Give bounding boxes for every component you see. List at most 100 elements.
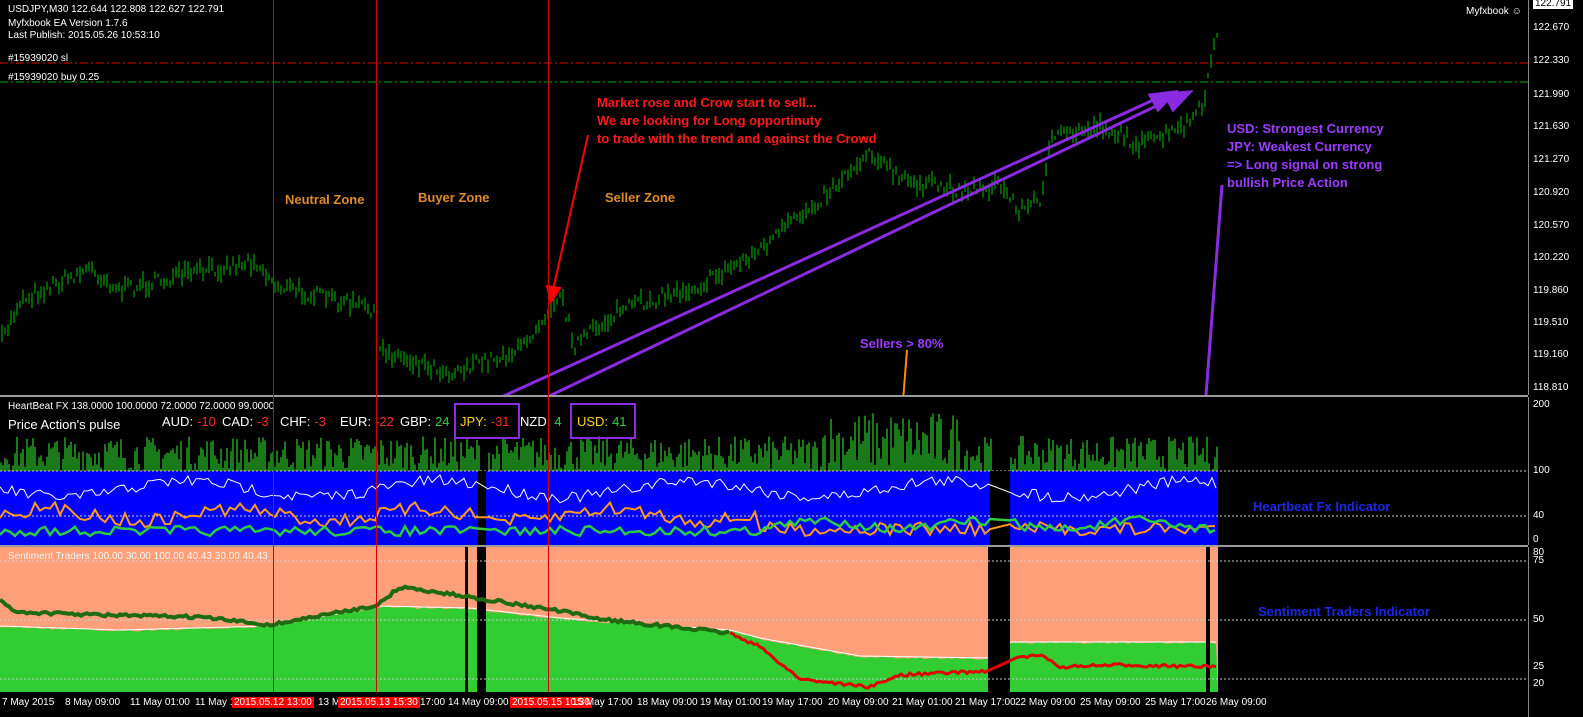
currency-value: -31 (490, 414, 510, 429)
time-tick: 25 May 09:00 (1080, 697, 1141, 708)
price-scale[interactable]: 122.791 122.670 122.330 121.990 121.630 121.2… (1528, 0, 1583, 395)
order-sl-label: #15939020 sl (8, 53, 69, 64)
time-marker-label: 2015.05.15 10:30 (510, 697, 592, 708)
usd-note: USD: Strongest Currency JPY: Weakest Cur… (1227, 121, 1384, 190)
currency-value: -3 (257, 414, 269, 429)
seller-zone-label: Seller Zone (605, 190, 676, 205)
price-tick: 120.920 (1533, 187, 1570, 198)
time-axis[interactable]: 7 May 2015 8 May 09:00 11 May 01:00 11 May … (0, 692, 1528, 717)
ea-version: Myfxbook EA Version 1.7.6 (8, 18, 128, 29)
sentiment-tick: 80 (1533, 547, 1545, 558)
time-tick: 21 May 01:00 (892, 697, 953, 708)
jpy-highlight-box (454, 403, 520, 439)
heartbeat-orange-line (0, 500, 1215, 538)
price-candles (1, 32, 1218, 383)
heartbeat-title: HeartBeat FX 138.0000 100.0000 72.0000 7… (8, 401, 275, 412)
brand-label: Myfxbook ☺ (1466, 6, 1522, 17)
heartbeat-green-bars (0, 413, 1218, 471)
price-chart-pane[interactable]: USDJPY,M30 122.644 122.808 122.627 122.7… (0, 0, 1528, 395)
time-tick: 17:00 (420, 697, 446, 708)
currency-name: EUR: (340, 414, 372, 429)
zone-line-1 (273, 0, 274, 692)
heartbeat-tick: 40 (1533, 510, 1545, 521)
price-tick: 120.220 (1533, 252, 1570, 263)
last-publish: Last Publish: 2015.05.26 10:53:10 (8, 30, 160, 41)
neutral-zone-label: Neutral Zone (285, 192, 365, 207)
currency-value: -22 (375, 414, 394, 429)
sentiment-indicator-label: Sentiment Traders Indicator (1258, 604, 1430, 619)
currency-name: AUD: (162, 414, 194, 429)
buyer-zone-label: Buyer Zone (418, 190, 490, 205)
heartbeat-indicator-pane[interactable]: HeartBeat FX 138.0000 100.0000 72.0000 7… (0, 397, 1528, 545)
sentiment-tick: 50 (1533, 614, 1545, 625)
price-tick: 119.510 (1533, 317, 1569, 328)
price-tick: 118.810 (1533, 382, 1569, 393)
currency-name: GBP: (400, 414, 432, 429)
pane-separator[interactable] (0, 545, 1528, 547)
time-tick: 7 May 2015 (2, 697, 55, 708)
time-tick: 26 May 09:00 (1206, 697, 1267, 708)
currency-name: CAD: (222, 414, 254, 429)
price-tick: 121.630 (1533, 121, 1570, 132)
heartbeat-svg (0, 413, 1528, 545)
time-tick: 11 May 01:00 (130, 697, 190, 708)
heartbeat-green-line (0, 514, 1216, 538)
zone-line-2 (376, 0, 377, 692)
currency-value: 41 (612, 414, 627, 429)
currency-chf: CHF: -3 (280, 414, 326, 429)
order-buy-label: #15939020 buy 0.25 (8, 72, 100, 83)
time-tick: 20 May 09:00 (828, 697, 889, 708)
pane-separator[interactable] (0, 395, 1528, 397)
heartbeat-white-line (0, 474, 1217, 504)
heartbeat-indicator-label: Heartbeat Fx Indicator (1253, 499, 1391, 514)
heartbeat-gap (478, 471, 486, 545)
heartbeat-tick: 0 (1533, 534, 1539, 545)
heartbeat-tick: 100 (1533, 465, 1550, 476)
currency-eur: EUR: -22 (340, 414, 394, 429)
currency-value: -10 (197, 414, 216, 429)
sentiment-indicator-pane[interactable]: Sentiment Traders 100.00 30.00 100.00 40… (0, 547, 1528, 692)
purple-trend-arrows (502, 90, 1224, 395)
price-tick: 122.670 (1533, 22, 1570, 33)
currency-cad: CAD: -3 (222, 414, 269, 429)
time-tick: 15 May 17:00 (572, 697, 633, 708)
sentiment-title: Sentiment Traders 100.00 30.00 100.00 40… (8, 551, 268, 562)
currency-nzd: NZD: 4 (520, 414, 562, 429)
sentiment-red-line (729, 631, 1217, 690)
time-tick: 8 May 09:00 (65, 697, 121, 708)
sentiment-buyers-area (0, 606, 1218, 692)
current-price-tag: 122.791 (1533, 0, 1574, 9)
sentiment-dark-green-line (0, 584, 730, 636)
currency-name: USD: (577, 414, 609, 429)
time-tick: 13 M (318, 697, 341, 708)
price-tick: 121.270 (1533, 154, 1570, 165)
price-tick: 119.860 (1533, 285, 1569, 296)
time-tick: 22 May 09:00 (1015, 697, 1076, 708)
sentiment-tick: 20 (1533, 678, 1545, 689)
time-marker-label: 2015.05.13 15:30 (338, 697, 420, 708)
price-tick: 121.990 (1533, 89, 1570, 100)
heartbeat-tick: 200 (1533, 399, 1550, 410)
price-chart-svg (0, 32, 1528, 395)
heartbeat-scale[interactable]: 200 100 40 0 (1528, 397, 1583, 545)
smiley-icon: ☺ (1511, 6, 1522, 17)
time-tick: 14 May 09:00 (448, 697, 509, 708)
sentiment-tick: 25 (1533, 661, 1545, 672)
currency-name: CHF: (280, 414, 311, 429)
sellers-label: Sellers > 80% (860, 336, 944, 351)
time-tick: 21 May 17:00 (955, 697, 1016, 708)
heartbeat-gap (990, 471, 1010, 545)
time-tick: 19 May 17:00 (762, 697, 823, 708)
currency-gbp: GBP: 24 (400, 414, 450, 429)
sentiment-scale[interactable]: 80 75 50 25 20 (1528, 547, 1583, 692)
time-tick: 25 May 17:00 (1145, 697, 1206, 708)
red-arrow (545, 134, 589, 305)
heartbeat-subtitle: Price Action's pulse (8, 417, 121, 432)
orange-arrow (902, 349, 908, 395)
currency-name: NZD: (520, 414, 551, 429)
sentiment-white-line (0, 605, 1216, 659)
price-tick: 119.160 (1533, 349, 1569, 360)
symbol-header[interactable]: USDJPY,M30 122.644 122.808 122.627 122.7… (8, 4, 225, 15)
price-tick: 120.570 (1533, 220, 1570, 231)
currency-aud: AUD: -10 (162, 414, 216, 429)
